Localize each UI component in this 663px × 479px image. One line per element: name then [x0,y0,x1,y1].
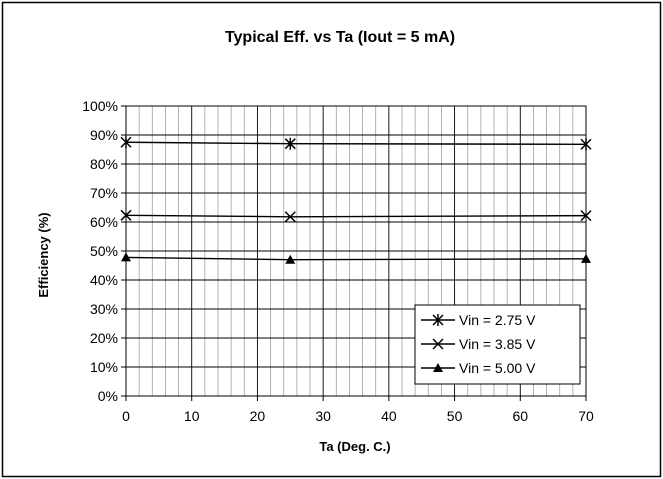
x-tick-label: 40 [381,408,397,424]
data-point [120,209,132,221]
x-tick-label: 60 [512,408,528,424]
chart-title: Typical Eff. vs Ta (Iout = 5 mA) [225,29,455,46]
x-tick-label: 10 [184,408,200,424]
x-tick-label: 50 [447,408,463,424]
marker-stroke [284,211,296,223]
data-point [121,252,131,262]
marker-shape [433,363,443,372]
marker-shape [285,254,296,264]
y-tick-label: 20% [90,330,118,346]
y-tick-label: 70% [90,185,118,201]
data-point [284,211,296,223]
marker-stroke [580,210,592,222]
legend-label: Vin = 5.00 V [459,360,536,376]
y-tick-label: 10% [90,359,118,375]
data-point [285,254,296,264]
legend-marker [433,363,443,372]
x-tick-label: 70 [578,408,594,424]
x-axis-label: Ta (Deg. C.) [319,439,390,454]
x-tick-label: 0 [122,408,130,424]
data-point [580,138,592,151]
data-point [120,136,132,149]
y-tick-label: 100% [82,98,118,114]
y-tick-label: 80% [90,156,118,172]
legend-marker [432,338,444,350]
y-tick-label: 50% [90,243,118,259]
y-axis-label: Efficiency (%) [36,212,51,297]
marker-stroke [432,338,444,350]
y-tick-label: 90% [90,127,118,143]
x-tick-label: 20 [250,408,266,424]
y-tick-label: 0% [98,388,118,404]
legend-label: Vin = 2.75 V [459,312,536,328]
data-point [580,210,592,222]
y-tick-label: 60% [90,214,118,230]
y-tick-label: 40% [90,272,118,288]
marker-shape [121,252,131,262]
marker-shape [581,253,591,263]
legend-marker [432,314,444,326]
data-point [284,137,296,150]
marker-stroke [120,209,132,221]
legend: Vin = 2.75 V Vin = 3.85 V Vin = 5.00 V [414,304,581,385]
data-point [581,253,591,263]
legend-label: Vin = 3.85 V [459,336,536,352]
y-tick-label: 30% [90,301,118,317]
x-tick-label: 30 [315,408,331,424]
